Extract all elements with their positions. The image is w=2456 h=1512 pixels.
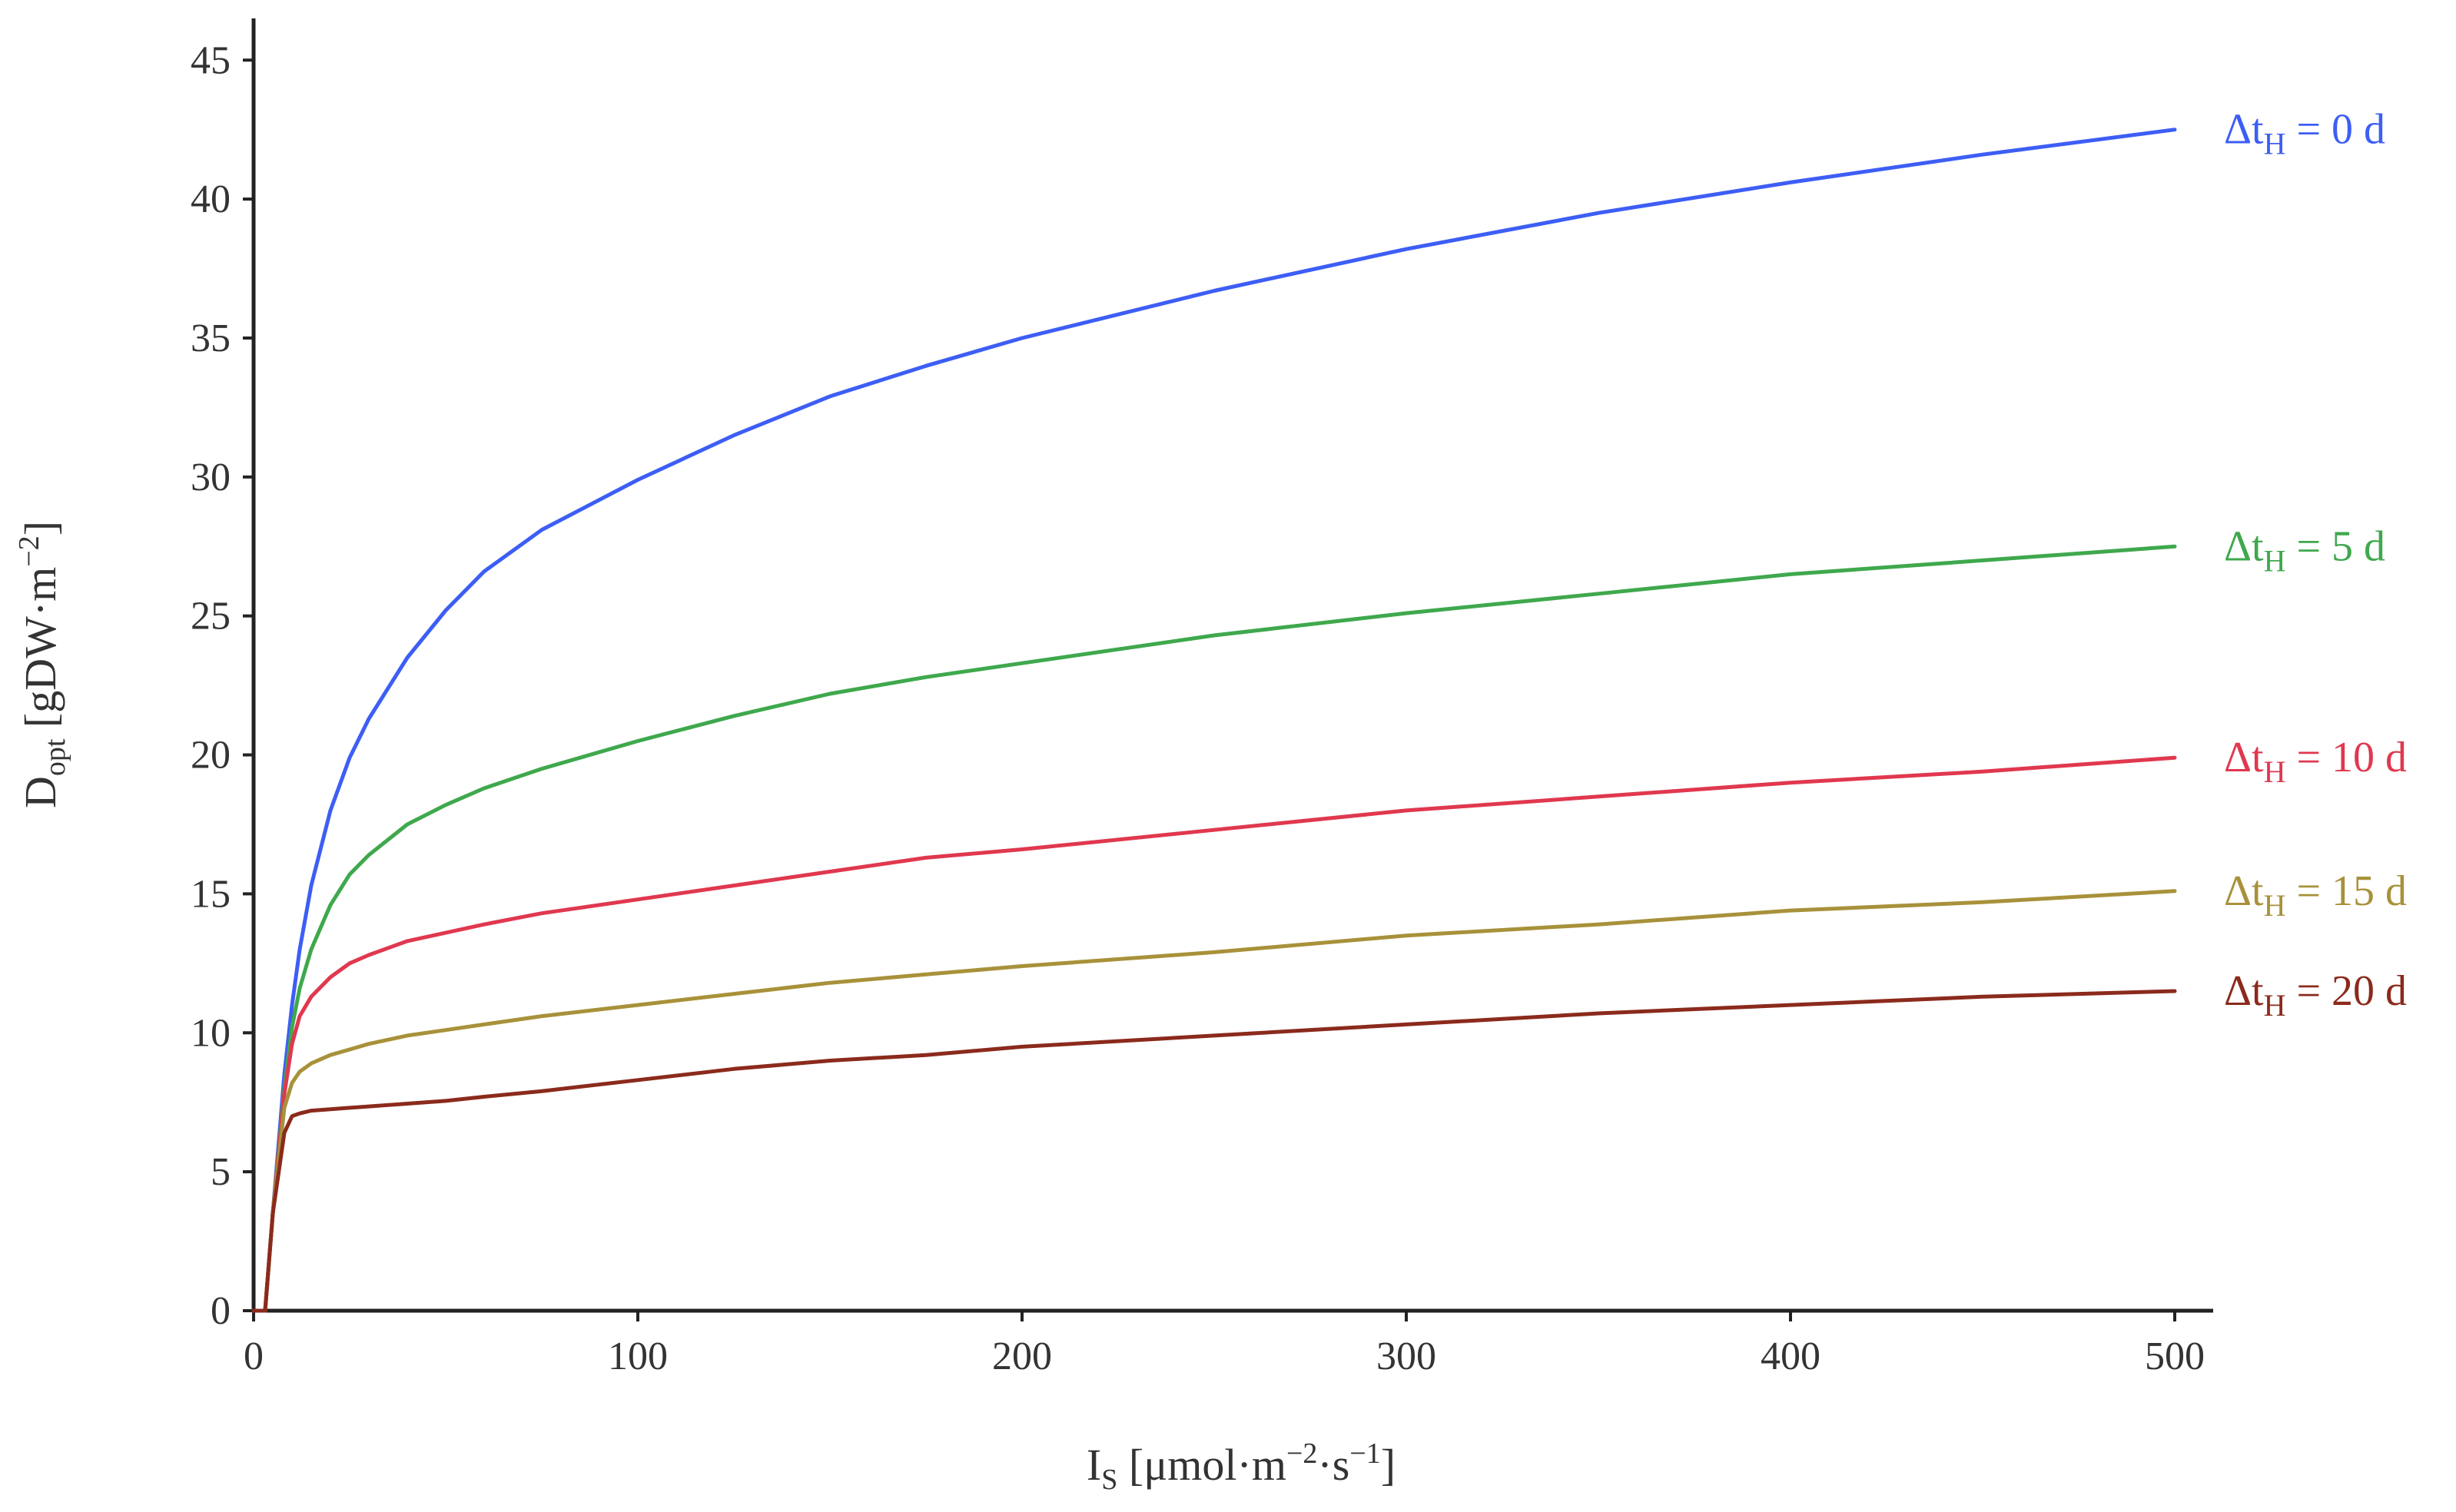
y-tick-label: 0 — [211, 1289, 231, 1333]
x-axis-title-rest: [μmol·m — [1117, 1440, 1286, 1490]
y-tick-label: 20 — [191, 734, 231, 778]
x-axis-title-sub: S — [1101, 1464, 1117, 1496]
series-label-1: ΔtH = 5 d — [2224, 522, 2385, 578]
y-tick-label: 15 — [191, 872, 231, 916]
y-tick-label: 30 — [191, 456, 231, 499]
series-label-3: ΔtH = 15 d — [2224, 867, 2407, 923]
y-tick-label: 40 — [191, 177, 231, 221]
y-axis-title-sup: −2 — [13, 536, 45, 566]
y-tick-label: 35 — [191, 317, 231, 360]
x-axis-title-mid: ·s — [1317, 1440, 1349, 1490]
x-tick-label: 300 — [1376, 1335, 1436, 1378]
x-axis-title-sup1: −2 — [1286, 1437, 1317, 1470]
series-line-2 — [251, 755, 2177, 1313]
series-labels: ΔtH = 0 d ΔtH = 5 d ΔtH = 10 d ΔtH = 15 d Δt… — [2224, 106, 2407, 1023]
x-tick-label: 200 — [992, 1335, 1052, 1378]
y-tick-label: 5 — [211, 1150, 231, 1194]
series-line-4 — [251, 989, 2177, 1313]
y-tick-label: 25 — [191, 595, 231, 638]
x-tick-label: 100 — [608, 1335, 668, 1378]
series-line-0 — [251, 128, 2177, 1313]
x-axis-title-end: ] — [1381, 1440, 1396, 1490]
y-axis-title-main: D — [15, 776, 65, 808]
y-axis-ticks: 0 5 10 15 20 25 30 35 40 45 — [191, 38, 254, 1333]
x-axis-title: IS [μmol·m−2·s−1] — [1087, 1437, 1396, 1496]
x-axis-title-main: I — [1087, 1440, 1101, 1490]
y-axis-title-sub: opt — [39, 738, 71, 776]
y-axis-title-rest: [gDW·m — [15, 567, 65, 739]
y-tick-label: 45 — [191, 38, 231, 82]
series-line-1 — [251, 544, 2177, 1313]
y-axis-title-end: ] — [15, 521, 65, 536]
series-label-2: ΔtH = 10 d — [2224, 734, 2407, 789]
x-axis-title-sup2: −1 — [1349, 1437, 1380, 1470]
x-axis-ticks: 0 100 200 300 400 500 — [244, 1311, 2205, 1378]
y-axis-title: Dopt [gDW·m−2] — [13, 521, 71, 808]
series-lines — [251, 128, 2177, 1313]
y-tick-label: 10 — [191, 1011, 231, 1055]
series-line-3 — [251, 889, 2177, 1313]
x-tick-label: 400 — [1761, 1335, 1820, 1378]
series-label-0: ΔtH = 0 d — [2224, 106, 2385, 161]
x-tick-label: 500 — [2145, 1335, 2205, 1378]
x-tick-label: 0 — [244, 1335, 264, 1378]
series-label-4: ΔtH = 20 d — [2224, 967, 2407, 1023]
